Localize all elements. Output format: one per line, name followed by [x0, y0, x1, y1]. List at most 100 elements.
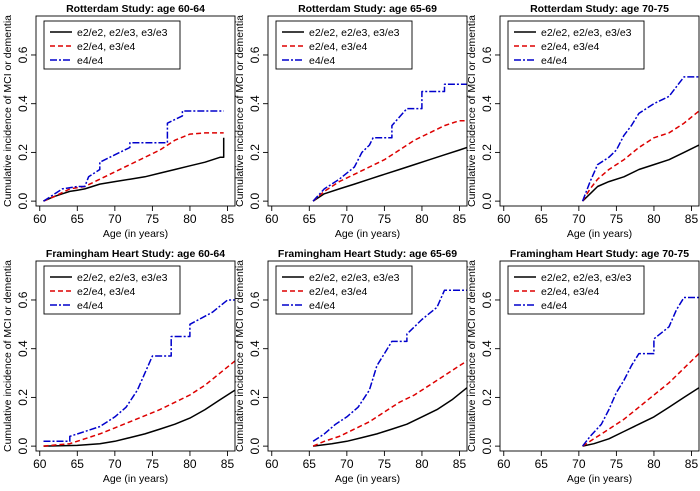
x-tick-label: 85	[685, 457, 699, 471]
series-line-2	[581, 110, 699, 202]
series-group	[312, 83, 467, 202]
legend: e2/e2, e2/e3, e3/e3 e2/e4, e3/e4 e4/e4	[43, 265, 181, 315]
x-tick-label: 85	[685, 212, 699, 226]
y-tick-label: 0.2	[16, 144, 30, 161]
series-line-2	[312, 119, 467, 202]
y-tick-label: 0.4	[16, 95, 30, 112]
y-tick-label: 0.0	[480, 437, 494, 454]
x-axis-label: Age (in years)	[103, 228, 168, 240]
x-tick-label: 70	[340, 457, 354, 471]
x-tick-label: 65	[303, 457, 317, 471]
x-tick-label: 75	[378, 457, 392, 471]
y-tick-label: 0.4	[480, 95, 494, 112]
x-tick-label: 75	[146, 212, 160, 226]
x-tick-label: 75	[146, 457, 160, 471]
x-axis-label: Age (in years)	[567, 473, 632, 485]
x-tick-label: 85	[453, 457, 467, 471]
series-line-1	[312, 146, 467, 202]
x-tick-label: 70	[572, 212, 586, 226]
y-tick-label: 0.4	[16, 340, 30, 357]
legend-label-2: e2/e4, e3/e4	[309, 41, 368, 53]
x-tick-label: 80	[647, 457, 661, 471]
series-line-1	[582, 144, 699, 202]
legend-label-3: e4/e4	[77, 55, 103, 67]
plot-frame	[35, 260, 236, 452]
y-tick-label: 0.4	[480, 340, 494, 357]
x-tick-label: 60	[497, 457, 511, 471]
x-tick-label: 60	[265, 457, 279, 471]
series-group	[312, 289, 467, 447]
series-group	[582, 296, 699, 447]
legend-box	[275, 20, 413, 70]
x-axis-label: Age (in years)	[567, 228, 632, 240]
legend-label-3: e4/e4	[309, 300, 335, 312]
series-line-1	[43, 389, 235, 447]
x-tick-label: 85	[221, 457, 235, 471]
legend-label-1: e2/e2, e2/e3, e3/e3	[77, 27, 168, 39]
x-tick-label: 65	[71, 212, 85, 226]
x-tick-label: 60	[265, 212, 279, 226]
series-line-3	[43, 110, 224, 202]
chart-panel-5: Framingham Heart Study: age 65-69 60 65 70 7…	[234, 248, 468, 485]
x-tick-label: 80	[183, 457, 197, 471]
x-tick-label: 75	[610, 212, 624, 226]
chart-panel-6: Framingham Heart Study: age 70-75 60 65 70 7…	[466, 248, 700, 485]
x-tick-label: 65	[535, 212, 549, 226]
x-axis-label: Age (in years)	[335, 473, 400, 485]
x-tick-label: 65	[71, 457, 85, 471]
legend-box	[507, 20, 645, 70]
legend-box	[275, 265, 413, 315]
legend-label-1: e2/e2, e2/e3, e3/e3	[309, 27, 400, 39]
legend-label-2: e2/e4, e3/e4	[541, 41, 600, 53]
legend-label-1: e2/e2, e2/e3, e3/e3	[541, 272, 632, 284]
legend-label-2: e2/e4, e3/e4	[77, 41, 136, 53]
legend-label-3: e4/e4	[309, 55, 335, 67]
x-tick-label: 85	[453, 212, 467, 226]
y-tick-label: 0.2	[480, 389, 494, 406]
plot-frame	[35, 15, 236, 207]
y-axis-label: Cumulative incidence of MCI or dementia	[234, 15, 246, 207]
x-tick-label: 70	[572, 457, 586, 471]
y-tick-label: 0.2	[248, 144, 262, 161]
x-tick-label: 65	[303, 212, 317, 226]
y-axis-label: Cumulative incidence of MCI or dementia	[466, 260, 478, 452]
legend: e2/e2, e2/e3, e3/e3 e2/e4, e3/e4 e4/e4	[275, 20, 413, 70]
y-tick-label: 0.0	[16, 437, 30, 454]
x-axis-label: Age (in years)	[335, 228, 400, 240]
legend: e2/e2, e2/e3, e3/e3 e2/e4, e3/e4 e4/e4	[507, 265, 645, 315]
y-tick-label: 0.6	[16, 291, 30, 308]
y-tick-label: 0.0	[248, 192, 262, 209]
x-tick-label: 70	[108, 212, 122, 226]
series-line-3	[312, 289, 467, 442]
legend-label-2: e2/e4, e3/e4	[541, 286, 600, 298]
x-tick-label: 70	[108, 457, 122, 471]
plot-frame	[267, 260, 468, 452]
x-tick-label: 80	[647, 212, 661, 226]
plot-frame	[267, 15, 468, 207]
x-tick-label: 65	[535, 457, 549, 471]
y-tick-label: 0.4	[248, 340, 262, 357]
x-tick-label: 80	[183, 212, 197, 226]
series-group	[43, 110, 225, 202]
legend-label-1: e2/e2, e2/e3, e3/e3	[541, 27, 632, 39]
legend-box	[507, 265, 645, 315]
series-line-1	[43, 137, 225, 202]
x-tick-label: 75	[378, 212, 392, 226]
y-tick-label: 0.4	[248, 95, 262, 112]
y-axis-label: Cumulative incidence of MCI or dementia	[466, 15, 478, 207]
series-line-3	[43, 299, 235, 443]
series-line-3	[582, 296, 699, 447]
series-group	[43, 299, 235, 447]
y-tick-label: 0.6	[16, 46, 30, 63]
chart-title: Rotterdam Study: age 65-69	[298, 3, 437, 15]
series-line-2	[43, 360, 235, 447]
y-tick-label: 0.2	[480, 144, 494, 161]
chart-title: Framingham Heart Study: age 65-69	[278, 248, 457, 260]
series-group	[581, 76, 699, 202]
legend-label-3: e4/e4	[541, 300, 567, 312]
series-line-1	[582, 387, 699, 447]
y-tick-label: 0.2	[16, 389, 30, 406]
series-line-3	[581, 76, 699, 202]
